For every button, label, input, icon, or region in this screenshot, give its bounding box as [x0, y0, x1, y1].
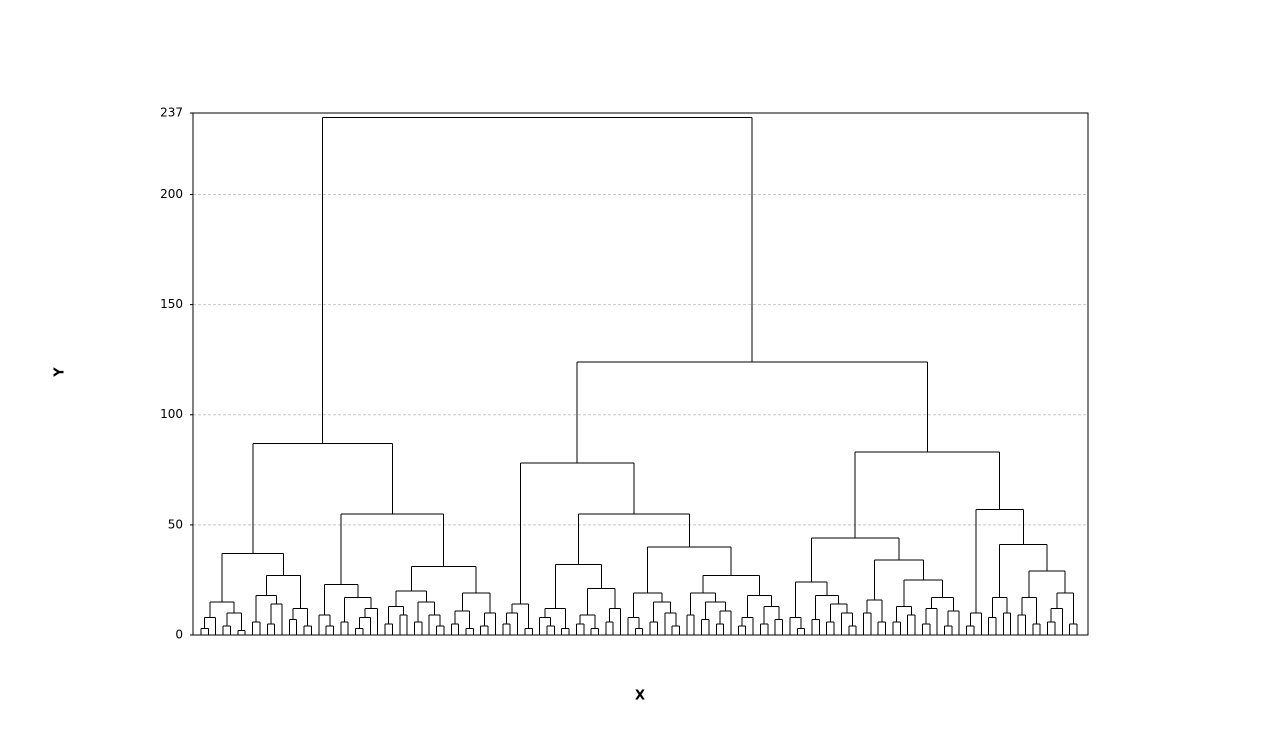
- y-tick-label: 150: [160, 297, 183, 311]
- y-tick-label: 50: [168, 517, 183, 531]
- y-axis-label: Y: [53, 367, 68, 378]
- y-tick-label: 100: [160, 407, 183, 421]
- y-tick-label: 237: [160, 106, 183, 120]
- y-tick-label: 200: [160, 187, 183, 201]
- x-axis-label: X: [635, 689, 645, 704]
- y-tick-label: 0: [175, 628, 183, 642]
- plot-frame: [192, 112, 1089, 636]
